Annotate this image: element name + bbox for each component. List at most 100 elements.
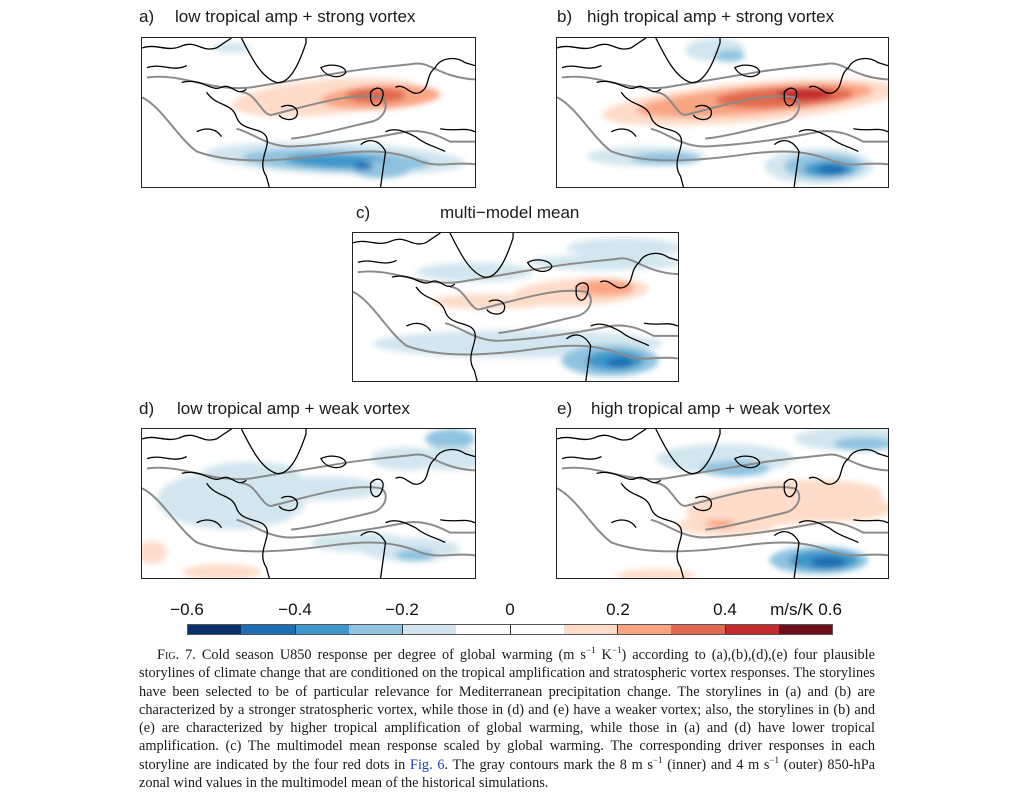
shading-layer	[586, 38, 888, 185]
caption-text: ) according to (a),(b),(d),(e) four plau…	[139, 647, 876, 773]
wind-contour-line	[650, 127, 888, 148]
wind-contour-line	[449, 285, 592, 334]
wind-contour-line	[241, 482, 387, 531]
coastline	[146, 65, 247, 93]
coastline	[620, 91, 685, 187]
coastline	[142, 38, 232, 50]
panel-b-title: b) high tropical amp + strong vortex	[557, 7, 834, 27]
wind-anomaly-region	[817, 164, 846, 175]
map-d-svg	[142, 429, 475, 578]
coastline	[206, 91, 270, 187]
coastline	[320, 64, 347, 78]
coastline	[240, 38, 307, 84]
coastline	[557, 429, 647, 441]
coastline	[360, 140, 387, 187]
wind-anomaly-region	[606, 357, 634, 368]
coastline	[395, 448, 475, 485]
map-b-svg	[557, 38, 888, 187]
wind-anomaly-region	[211, 42, 252, 53]
coastline	[557, 38, 647, 50]
coastline	[733, 64, 761, 78]
colorbar-segment	[403, 625, 457, 634]
wind-anomaly-region	[566, 237, 678, 258]
coastline	[620, 482, 685, 578]
coastline	[526, 259, 553, 272]
map-panel-c	[352, 232, 679, 382]
figure-label: Fig. 7.	[157, 647, 196, 663]
wind-contour-line	[655, 91, 801, 140]
colorbar-segment	[241, 625, 296, 634]
coastline	[395, 57, 475, 94]
coastline	[798, 519, 888, 544]
coastline	[415, 286, 478, 381]
coastline	[357, 259, 456, 287]
figure-caption: Fig. 7. Cold season U850 response per de…	[139, 646, 875, 792]
caption-superscript: −1	[611, 645, 622, 656]
colorbar	[187, 624, 833, 635]
shading-layer	[372, 237, 678, 377]
colorbar-segment	[348, 625, 403, 634]
panel-a-title: a) low tropical amp + strong vortex	[139, 7, 415, 27]
colorbar-tick-label: −0.4	[278, 600, 312, 619]
coastline	[733, 455, 761, 469]
coastline	[561, 456, 662, 484]
caption-text: . The gray contours mark the 8 m s	[444, 756, 653, 773]
coastline	[611, 495, 712, 529]
map-panel-b	[556, 37, 889, 188]
coastline	[655, 38, 721, 84]
colorbar-segment	[188, 625, 242, 634]
figure-6-link[interactable]: Fig. 6	[410, 756, 445, 773]
wind-contour-line	[561, 62, 888, 90]
colorbar-segment	[456, 625, 511, 634]
colorbar-tick-label: 0.2	[606, 600, 630, 619]
panel-letter: d)	[139, 399, 155, 418]
colorbar-segment	[671, 625, 726, 634]
coastline	[783, 87, 798, 107]
panel-title-text: low tropical amp + weak vortex	[177, 399, 410, 418]
wind-anomaly-region	[395, 549, 436, 562]
coastline	[449, 233, 514, 278]
colorbar-segment	[563, 625, 618, 634]
wind-contour-line	[444, 322, 678, 342]
wind-contour-line	[557, 96, 888, 166]
colorbar-labels: −0.6 −0.4 −0.2 0 0.2 0.4 m/s/K 0.6	[0, 600, 1024, 622]
coastline	[369, 478, 384, 498]
coastline	[196, 495, 298, 529]
coastline	[808, 448, 888, 485]
colorbar-segment	[725, 625, 779, 634]
colorbar-segment	[295, 625, 349, 634]
colorbar-tick-label: −0.6	[170, 600, 204, 619]
wind-anomaly-region	[810, 556, 847, 569]
caption-text: (outer) 850-hPa zonal wind values in the…	[139, 756, 875, 792]
coastline	[360, 531, 387, 578]
panel-title-text: high tropical amp + strong vortex	[587, 7, 835, 26]
panel-c-title: c) multi−model mean	[356, 203, 579, 223]
panel-letter: c)	[356, 203, 371, 222]
wind-contour-line	[241, 91, 387, 140]
wind-contour-line	[236, 127, 475, 148]
wind-anomaly-region	[181, 564, 262, 578]
colorbar-units-label: m/s/K 0.6	[770, 600, 842, 619]
colorbar-tick-label: 0.4	[713, 600, 737, 619]
wind-contour-line	[236, 518, 475, 539]
caption-superscript: −1	[769, 755, 780, 766]
panel-e-title: e) high tropical amp + weak vortex	[557, 399, 831, 419]
wind-anomaly-region	[425, 429, 475, 449]
wind-contour-line	[142, 96, 475, 166]
colorbar-segment	[618, 625, 672, 634]
colorbar-tick-label: −0.2	[385, 600, 419, 619]
coastline	[783, 478, 798, 498]
shading-layer	[616, 429, 888, 578]
coastline	[320, 455, 347, 469]
wind-anomaly-region	[631, 152, 701, 165]
caption-superscript: −1	[585, 645, 596, 656]
wind-anomaly-region	[256, 476, 386, 501]
map-panel-a	[141, 37, 476, 188]
map-c-svg	[353, 233, 678, 381]
wind-contour-line	[557, 487, 888, 557]
coastline	[590, 322, 678, 347]
coastline	[196, 104, 298, 138]
wind-anomaly-region	[576, 280, 635, 296]
caption-text: K	[595, 647, 612, 663]
wind-anomaly-region	[352, 162, 373, 171]
